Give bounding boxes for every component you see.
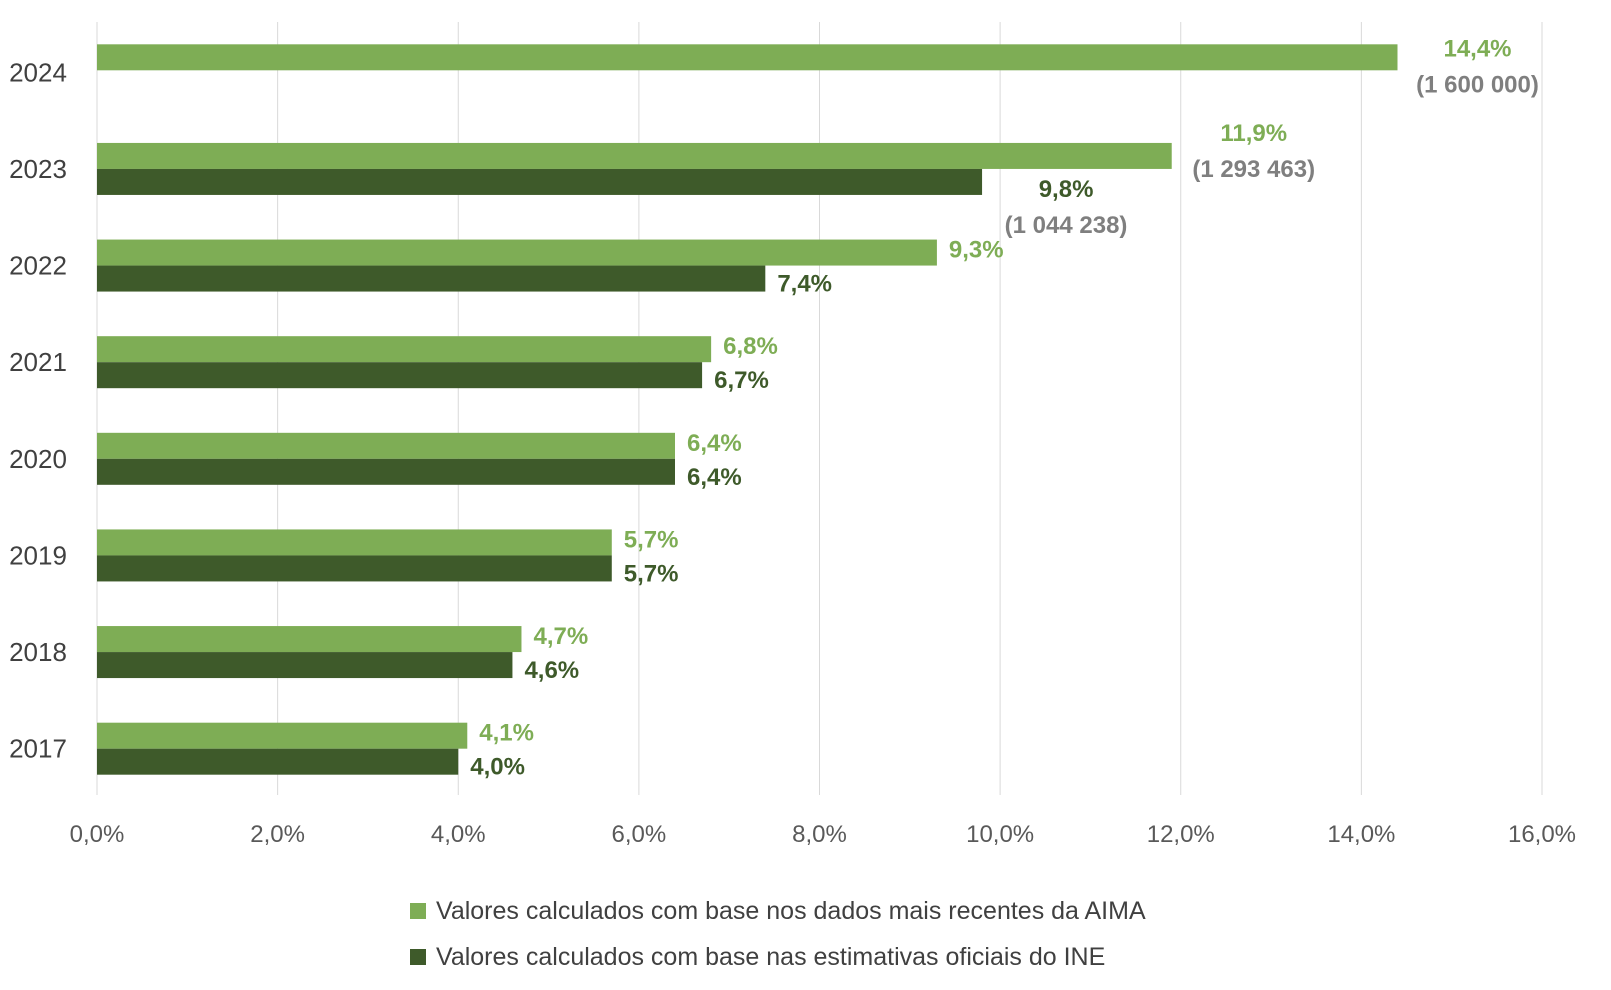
- data-label: 4,0%: [470, 754, 525, 781]
- bar-chart: 0,0% 2,0% 4,0% 6,0% 8,0% 10,0% 12,0% 14,0% 16,0%…: [9, 22, 1576, 848]
- data-label: 6,4%: [687, 430, 742, 457]
- data-label: 9,8%: [1039, 176, 1094, 203]
- legend-item-ine: Valores calculados com base nas estimati…: [410, 934, 1146, 980]
- x-tick-label: 14,0%: [1327, 821, 1395, 848]
- legend-label-ine: Valores calculados com base nas estimati…: [436, 942, 1106, 971]
- x-tick-label: 0,0%: [70, 821, 125, 848]
- legend-swatch-ine: [410, 949, 426, 965]
- bar: [97, 239, 937, 266]
- bar: [97, 44, 1398, 71]
- x-tick-label: 8,0%: [792, 821, 847, 848]
- bar: [97, 432, 675, 459]
- x-tick-label: 16,0%: [1508, 821, 1576, 848]
- category-label: 2024: [9, 57, 67, 87]
- x-tick-label: 10,0%: [966, 821, 1034, 848]
- legend: Valores calculados com base nos dados ma…: [410, 888, 1146, 980]
- legend-label-aima: Valores calculados com base nos dados ma…: [436, 896, 1146, 925]
- count-annotation: (1 600 000): [1416, 71, 1539, 98]
- legend-item-aima: Valores calculados com base nos dados ma…: [410, 888, 1146, 934]
- category-label: 2019: [9, 540, 67, 570]
- data-label: 6,7%: [714, 367, 769, 394]
- category-label: 2020: [9, 444, 67, 474]
- category-label: 2018: [9, 637, 67, 667]
- count-annotation: (1 044 238): [1005, 212, 1128, 239]
- count-annotation: (1 293 463): [1192, 156, 1315, 183]
- legend-swatch-aima: [410, 903, 426, 919]
- data-label: 14,4%: [1443, 35, 1511, 62]
- bar: [97, 336, 712, 363]
- data-label: 7,4%: [777, 271, 832, 298]
- x-tick-label: 4,0%: [431, 821, 486, 848]
- data-label: 6,8%: [723, 333, 778, 360]
- bar: [97, 748, 459, 775]
- x-tick-label: 12,0%: [1147, 821, 1215, 848]
- data-label: 5,7%: [624, 526, 679, 553]
- data-label: 4,7%: [533, 623, 588, 650]
- bar: [97, 555, 612, 582]
- bar: [97, 362, 703, 389]
- category-label: 2023: [9, 154, 67, 184]
- bar: [97, 168, 983, 195]
- bar: [97, 265, 766, 292]
- bar: [97, 652, 513, 679]
- category-label: 2017: [9, 734, 67, 764]
- data-label: 6,4%: [687, 464, 742, 491]
- data-label: 4,1%: [479, 720, 534, 747]
- bar: [97, 626, 522, 653]
- bar: [97, 722, 468, 749]
- x-tick-label: 2,0%: [250, 821, 305, 848]
- bar: [97, 142, 1172, 169]
- data-label: 5,7%: [624, 560, 679, 587]
- bar: [97, 529, 612, 556]
- data-label: 9,3%: [949, 237, 1004, 264]
- data-label: 4,6%: [524, 657, 579, 684]
- bar: [97, 458, 675, 485]
- x-tick-label: 6,0%: [612, 821, 667, 848]
- data-label: 11,9%: [1220, 120, 1287, 147]
- category-label: 2022: [9, 251, 67, 281]
- category-label: 2021: [9, 347, 67, 377]
